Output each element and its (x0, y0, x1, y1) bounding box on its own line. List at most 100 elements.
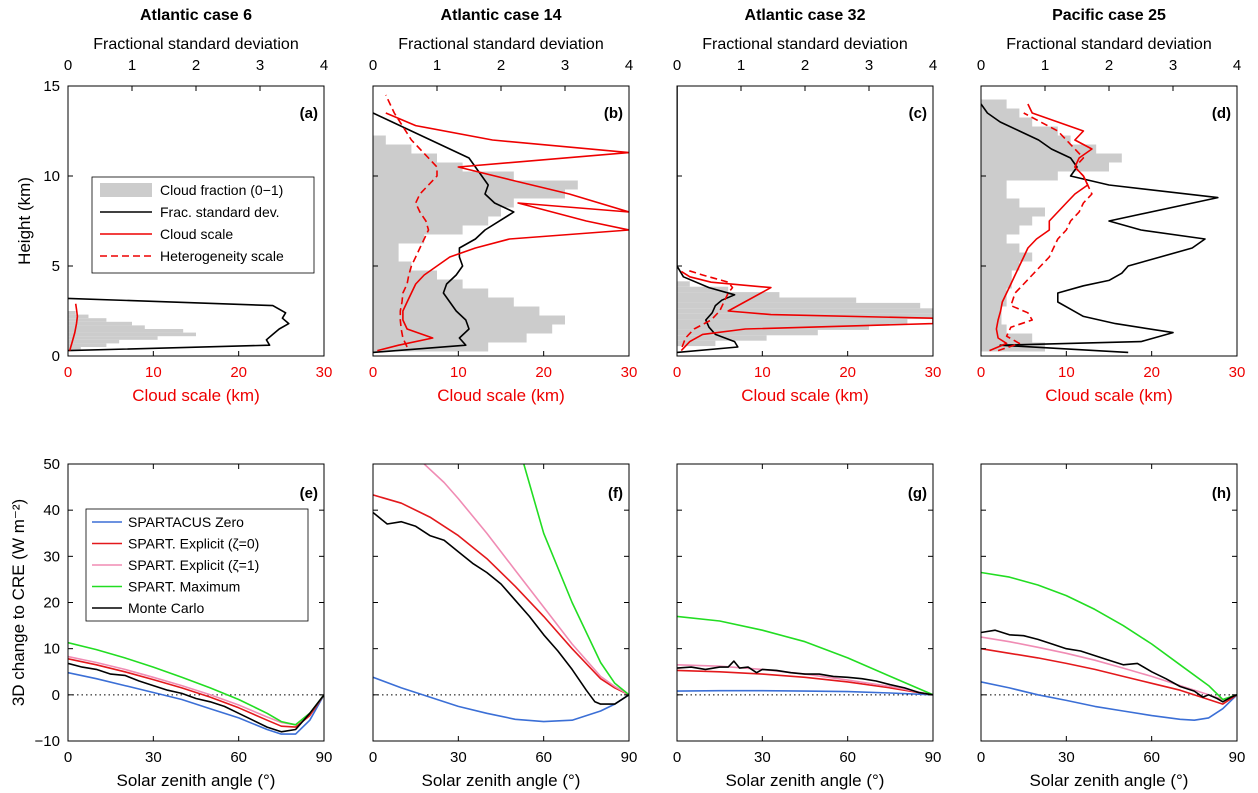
top-tick-label: 4 (1233, 57, 1241, 74)
legend-label: Cloud fraction (0−1) (160, 182, 283, 198)
top-axis-label: Fractional standard deviation (93, 36, 298, 53)
heterogeneity-scale-line (385, 94, 438, 348)
cloud-fraction-bar (981, 216, 1033, 226)
axes-frame (372, 463, 630, 742)
cre-panel: 0 30 60 90 Solar zenith angle (°) (h) (977, 463, 1245, 790)
top-axis-label: Fractional standard deviation (1006, 36, 1211, 53)
legend-label: Heterogeneity scale (160, 248, 284, 264)
top-tick-label: 4 (929, 57, 937, 74)
cloud-fraction-bar (677, 308, 933, 314)
cloud-fraction-bar (981, 171, 1058, 181)
cloud-fraction-bar (373, 324, 553, 334)
x-tick-label: 60 (839, 749, 856, 766)
top-tick-label: 1 (433, 57, 441, 74)
panel-letter: (g) (908, 485, 927, 502)
cloud-fraction-bar (373, 171, 514, 181)
bottom-tick-label: 20 (535, 364, 552, 381)
y-tick-label: 15 (43, 78, 60, 95)
spart-explicit-line (981, 647, 1237, 705)
x-tick-label: 90 (925, 749, 942, 766)
cloud-fraction-bar (373, 261, 412, 271)
cloud-fraction-bar (373, 315, 565, 325)
panel-letter: (f) (608, 485, 623, 502)
column-title: Atlantic case 32 (745, 7, 866, 24)
cloud-fraction-bar (981, 108, 1020, 118)
cloud-fraction-bar (981, 225, 1020, 235)
spart-maximum-line (68, 641, 324, 726)
cloud-fraction-bar (981, 99, 1007, 109)
cloud-fraction-bar (373, 243, 399, 253)
cre-lines (981, 571, 1237, 721)
cloud-fraction-bar (68, 329, 184, 333)
cloud-fraction-bar (68, 347, 81, 351)
legend-label: SPART. Maximum (128, 579, 240, 595)
profile-lines (677, 86, 933, 354)
y-tick-label: 10 (43, 168, 60, 185)
cloud-fraction-bar (981, 207, 1045, 217)
cre-lines (68, 641, 324, 735)
cre-axis-label: 3D change to CRE (W m⁻²) (9, 499, 28, 706)
cloud-fraction-bar (373, 297, 514, 307)
cloud-scale-axis-label: Cloud scale (km) (1045, 386, 1173, 405)
cloud-scale-axis-label: Cloud scale (km) (437, 386, 565, 405)
top-tick-label: 2 (497, 57, 505, 74)
spartacus-zero-line (677, 689, 933, 696)
cloud-scale-line (377, 112, 629, 352)
top-tick-label: 1 (1041, 57, 1049, 74)
bottom-tick-label: 10 (450, 364, 467, 381)
cloud-fraction-bar (68, 321, 132, 326)
x-tick-label: 30 (1058, 749, 1075, 766)
cloud-fraction-bar (373, 162, 463, 172)
cloud-fraction-bar (981, 234, 1007, 244)
cloud-fraction-bar (373, 216, 489, 226)
cloud-profile-panel: Atlantic case 32 Fractional standard devi… (673, 7, 942, 405)
cloud-fraction-bar (677, 302, 921, 309)
cloud-fraction-bar (981, 315, 1002, 325)
top-tick-label: 3 (256, 57, 264, 74)
x-tick-label: 60 (535, 749, 552, 766)
cloud-fraction-bar (373, 189, 565, 199)
cloud-fraction-bar (677, 329, 818, 336)
y-tick-label: 0 (52, 687, 60, 704)
bottom-tick-label: 0 (64, 364, 72, 381)
top-axis-label: Fractional standard deviation (702, 36, 907, 53)
cloud-fraction-bar (373, 252, 399, 262)
cloud-fraction-bar (981, 144, 1097, 154)
cloud-fraction-bar (677, 324, 869, 330)
cloud-fraction-bar (981, 261, 1020, 271)
cloud-scale-axis-label: Cloud scale (km) (741, 386, 869, 405)
top-tick-label: 2 (192, 57, 200, 74)
panel-letter: (c) (909, 105, 927, 122)
y-tick-label: 50 (43, 456, 60, 473)
cloud-fraction-bar (981, 270, 1012, 280)
monte-carlo-line (981, 629, 1237, 703)
spart-maximum-line (677, 615, 933, 696)
heterogeneity-scale-line (681, 268, 734, 348)
top-tick-label: 4 (625, 57, 633, 74)
top-tick-label: 0 (673, 57, 681, 74)
cloud-fraction-bar (373, 234, 425, 244)
x-tick-label: 30 (145, 749, 162, 766)
top-tick-label: 0 (369, 57, 377, 74)
monte-carlo-line (373, 511, 629, 705)
cloud-fraction-bar (68, 314, 89, 319)
top-tick-label: 0 (64, 57, 72, 74)
bottom-tick-label: 0 (977, 364, 985, 381)
bottom-tick-label: 30 (925, 364, 942, 381)
cloud-fraction-bar (373, 270, 437, 280)
cloud-fraction-bar (68, 318, 107, 322)
spartacus-zero-line (373, 676, 629, 723)
sza-axis-label: Solar zenith angle (°) (726, 771, 885, 790)
y-tick-label: −10 (35, 733, 60, 750)
y-tick-label: 5 (52, 258, 60, 275)
cloud-fraction-bar (981, 135, 1071, 145)
top-tick-label: 3 (865, 57, 873, 74)
bottom-tick-label: 10 (1058, 364, 1075, 381)
legend-box (85, 508, 309, 622)
top-tick-label: 0 (977, 57, 985, 74)
axes-frame (980, 463, 1238, 742)
bottom-tick-label: 10 (754, 364, 771, 381)
cloud-fraction-bar (981, 288, 1007, 298)
x-tick-label: 0 (64, 749, 72, 766)
